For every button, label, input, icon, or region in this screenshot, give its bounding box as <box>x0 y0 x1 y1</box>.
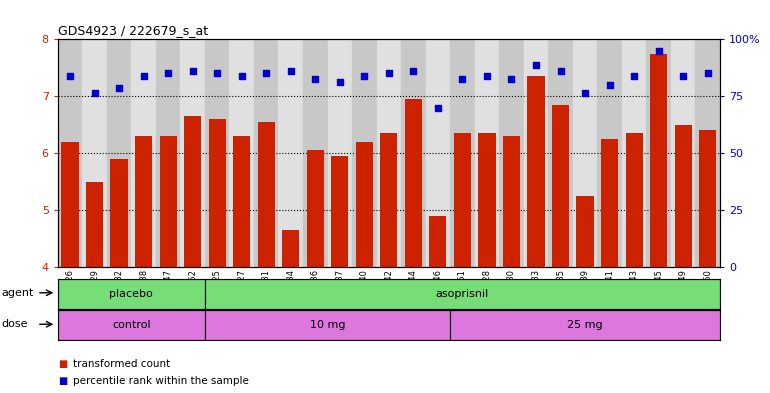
Text: control: control <box>112 320 151 330</box>
Bar <box>107 39 132 267</box>
Bar <box>303 39 327 267</box>
Point <box>186 68 199 74</box>
Bar <box>306 151 324 267</box>
Bar <box>282 230 300 267</box>
Point <box>677 73 689 79</box>
Bar <box>527 76 544 267</box>
Bar <box>180 39 205 267</box>
Bar <box>205 39 229 267</box>
Bar <box>62 142 79 267</box>
Point <box>701 70 714 77</box>
Bar <box>695 39 720 267</box>
Bar <box>671 39 695 267</box>
Bar <box>577 196 594 267</box>
Bar <box>598 39 622 267</box>
Bar <box>356 142 373 267</box>
Bar <box>254 39 279 267</box>
Bar <box>132 39 156 267</box>
Bar <box>548 39 573 267</box>
Bar <box>258 122 275 267</box>
Point <box>530 62 542 68</box>
Bar <box>205 279 720 309</box>
Text: asoprisnil: asoprisnil <box>436 289 489 299</box>
Text: percentile rank within the sample: percentile rank within the sample <box>73 376 249 386</box>
Bar <box>450 310 720 340</box>
Point <box>554 68 567 74</box>
Bar <box>524 39 548 267</box>
Point <box>333 79 346 85</box>
Point <box>211 70 223 77</box>
Text: ■: ■ <box>58 376 67 386</box>
Bar <box>327 39 352 267</box>
Bar <box>58 279 205 309</box>
Bar <box>331 156 348 267</box>
Bar <box>377 39 401 267</box>
Bar <box>209 119 226 267</box>
Bar <box>675 125 691 267</box>
Bar <box>622 39 646 267</box>
Text: ■: ■ <box>58 358 67 369</box>
Point <box>285 68 297 74</box>
Point <box>480 73 493 79</box>
Bar <box>159 136 176 267</box>
Bar <box>233 136 250 267</box>
Bar <box>405 99 422 267</box>
Bar <box>646 39 671 267</box>
Point <box>407 68 420 74</box>
Point <box>604 82 616 88</box>
Point <box>383 70 395 77</box>
Bar <box>552 105 569 267</box>
Text: dose: dose <box>2 319 28 329</box>
Bar <box>625 133 643 267</box>
Bar <box>380 133 397 267</box>
Bar <box>503 136 520 267</box>
Text: 10 mg: 10 mg <box>310 320 345 330</box>
Bar <box>229 39 254 267</box>
Bar <box>205 310 450 340</box>
Point <box>137 73 149 79</box>
Point <box>432 105 444 111</box>
Text: GDS4923 / 222679_s_at: GDS4923 / 222679_s_at <box>58 24 208 37</box>
Bar <box>86 182 103 267</box>
Bar <box>279 39 303 267</box>
Bar <box>454 133 471 267</box>
Bar <box>499 39 524 267</box>
Text: 25 mg: 25 mg <box>567 320 603 330</box>
Point <box>652 48 665 54</box>
Point <box>236 73 248 79</box>
Bar <box>478 133 496 267</box>
Bar <box>401 39 426 267</box>
Text: transformed count: transformed count <box>73 358 170 369</box>
Point <box>505 76 517 82</box>
Bar <box>474 39 499 267</box>
Bar <box>110 159 128 267</box>
Bar <box>58 39 82 267</box>
Point <box>579 90 591 97</box>
Bar <box>573 39 598 267</box>
Bar <box>156 39 180 267</box>
Bar <box>82 39 107 267</box>
Bar <box>352 39 377 267</box>
Bar <box>601 139 618 267</box>
Point <box>113 84 126 91</box>
Point <box>64 73 76 79</box>
Text: agent: agent <box>2 288 34 298</box>
Point <box>89 90 101 97</box>
Point <box>628 73 641 79</box>
Bar <box>184 116 201 267</box>
Bar <box>699 130 716 267</box>
Bar <box>450 39 474 267</box>
Bar <box>426 39 450 267</box>
Point <box>260 70 273 77</box>
Text: placebo: placebo <box>109 289 153 299</box>
Point <box>457 76 469 82</box>
Point <box>162 70 174 77</box>
Bar <box>135 136 152 267</box>
Point <box>309 76 321 82</box>
Bar <box>650 53 668 267</box>
Bar <box>430 216 447 267</box>
Point <box>358 73 370 79</box>
Bar <box>58 310 205 340</box>
